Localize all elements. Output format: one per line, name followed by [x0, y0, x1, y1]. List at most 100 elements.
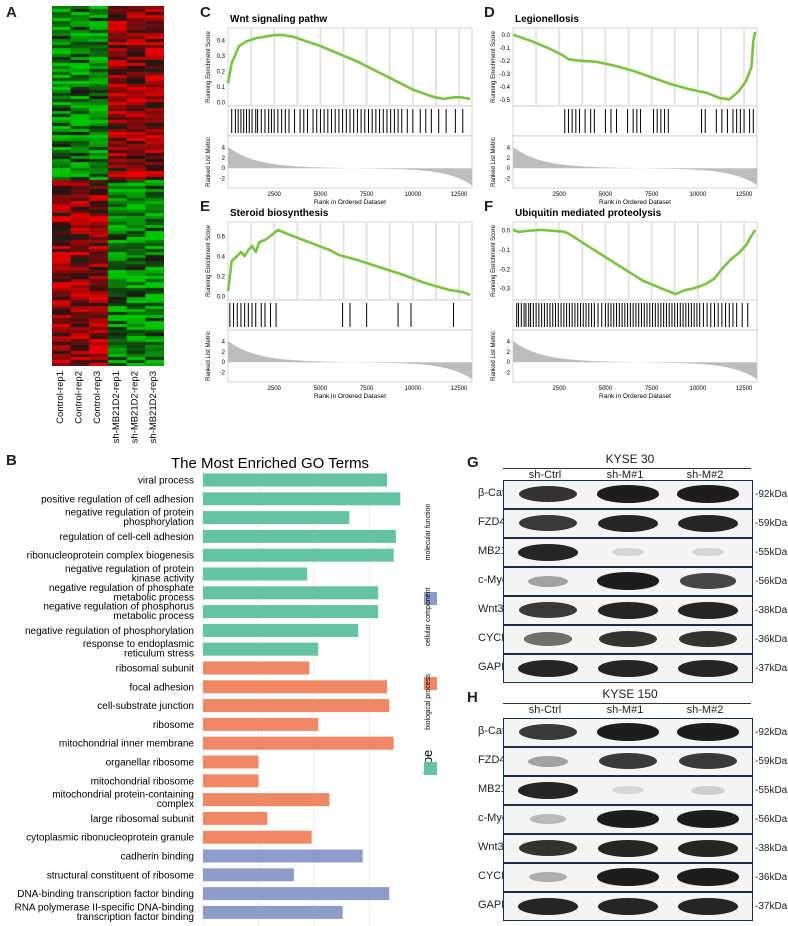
gsea-xtick: 12500: [736, 192, 753, 198]
gsea-xtick: 12500: [451, 386, 468, 392]
go-category-label: focal adhesion: [130, 682, 195, 693]
wb-condition-label: sh-Ctrl: [528, 469, 562, 481]
wb-band: [692, 547, 724, 557]
wb-band: [676, 868, 740, 886]
wb-band: [518, 485, 578, 503]
gsea-metric-tick: 0: [222, 360, 226, 366]
wb-band: [517, 897, 579, 915]
go-category-label: RNA polymerase II-specific DNA-binding tr…: [14, 902, 194, 923]
go-category-label: cadherin binding: [121, 852, 194, 863]
wb-blot-strip: [503, 654, 753, 683]
go-bar: [203, 586, 379, 600]
wb-protein-label: FZD4: [478, 516, 506, 528]
gsea-ytick: 0.1: [217, 85, 226, 91]
go-category-label: viral process: [138, 476, 194, 487]
wb-band: [677, 897, 739, 915]
gsea-metric-tick: -2: [505, 371, 511, 377]
gsea-metric-tick: -2: [220, 371, 226, 377]
gsea-metric-tick: 0: [507, 166, 511, 172]
go-category-label: mitochondrial inner membrane: [59, 739, 195, 750]
gsea-metric-tick: 4: [222, 145, 226, 151]
go-bar: [203, 642, 319, 656]
wb-band: [596, 485, 660, 503]
go-bar-chart: The Most Enriched GO Terms viral process p…: [14, 455, 437, 926]
gsea-ylabel-metric: Ranked List Metric: [491, 137, 497, 187]
go-bar: [203, 905, 343, 919]
go-bar: [203, 793, 330, 807]
go-bar: [203, 736, 394, 750]
wb-kda-label: -59kDa: [755, 518, 788, 529]
gsea-metric-tick: 4: [222, 339, 226, 345]
go-category-label: negative regulation of phosphorylation: [25, 626, 194, 637]
go-bar: [203, 623, 359, 637]
go-legend-swatch: [424, 592, 437, 605]
heatmap-column-label: sh-MB21D2-rep3: [148, 371, 159, 443]
gsea-xtick: 10000: [405, 386, 422, 392]
wb-band: [691, 785, 725, 795]
wb-protein-label: FZD4: [478, 754, 506, 766]
wb-blot-strip: [503, 596, 753, 625]
wb-blot-strip: [503, 480, 753, 509]
wb-band: [678, 630, 738, 648]
go-bar: [203, 473, 388, 487]
gsea-ytick: -0.1: [500, 248, 511, 254]
gsea-xtick: 7500: [360, 386, 374, 392]
gsea-ylabel-es: Running Enrichment Score: [491, 224, 497, 296]
gsea-metric-frame: [227, 329, 473, 383]
go-bar: [203, 868, 294, 882]
gsea-xtick: 10000: [405, 192, 422, 198]
gsea-ytick: 0.4: [217, 38, 226, 44]
gsea-xlabel: Rank in Ordered Dataset: [314, 393, 386, 400]
wb-band: [517, 659, 579, 677]
panel-label-f: F: [484, 198, 494, 215]
wb-kda-label: -55kDa: [755, 785, 788, 796]
gsea-xtick: 12500: [451, 192, 468, 198]
wb-kda-label: -56kDa: [755, 576, 788, 587]
gsea-ytick: 0.0: [217, 101, 226, 107]
gsea-metric-frame: [227, 135, 473, 189]
wb-band: [597, 897, 659, 915]
heatmap-column-label: sh-MB21D2-rep2: [129, 371, 140, 443]
go-legend-label: molecular function: [425, 503, 432, 560]
go-category-label: DNA-binding transcription factor binding: [17, 889, 194, 900]
gsea-metric-tick: 2: [507, 350, 511, 356]
gsea-metric-tick: -2: [505, 177, 511, 183]
wb-band: [680, 573, 736, 589]
go-bar: [203, 492, 401, 506]
wb-kda-label: -37kDa: [755, 663, 788, 674]
gsea-metric-frame: [512, 329, 758, 383]
go-category-label: negative regulation of protein phosphoryl…: [65, 508, 194, 528]
wb-title-rule: [503, 468, 751, 469]
wb-band: [596, 868, 660, 886]
gsea-xtick: 2500: [268, 386, 282, 392]
wb-blot-strip: [503, 834, 753, 863]
wb-band: [523, 632, 573, 646]
go-bar: [203, 680, 388, 694]
gsea-es-frame: [227, 221, 473, 301]
panel-label-e: E: [200, 198, 211, 215]
go-category-label: ribonucleoprotein complex biogenesis: [27, 551, 194, 562]
wb-band: [597, 659, 659, 677]
gsea-xtick: 5000: [599, 386, 613, 392]
wb-kda-label: -92kDa: [755, 489, 788, 500]
go-legend-label: cellular component: [425, 588, 432, 647]
gsea-ytick: -0.1: [500, 46, 511, 52]
gsea-ytick: -0.2: [500, 267, 511, 273]
go-category-label: structural constituent of ribosome: [47, 870, 195, 881]
gsea-xtick: 5000: [314, 386, 328, 392]
wb-protein-label: Wnt3A: [478, 603, 512, 615]
wb-condition-label: sh-Ctrl: [528, 704, 562, 716]
wb-band: [519, 602, 577, 618]
wb-band: [517, 781, 579, 799]
heatmap-column-label: Control-rep1: [55, 371, 66, 424]
wb-condition-label: sh-M#1: [606, 469, 644, 481]
gsea-ylabel-metric: Ranked List Metric: [206, 331, 212, 381]
wb-blot-strip: [503, 863, 753, 892]
go-bar: [203, 548, 394, 562]
gsea-xtick: 5000: [599, 192, 613, 198]
gsea-ytick: -0.3: [500, 287, 511, 293]
panel-label-d: D: [484, 4, 495, 21]
wb-kda-label: -59kDa: [755, 756, 788, 767]
gsea-ranked-metric-area: [513, 146, 757, 186]
go-category-label: ribosome: [153, 720, 195, 731]
